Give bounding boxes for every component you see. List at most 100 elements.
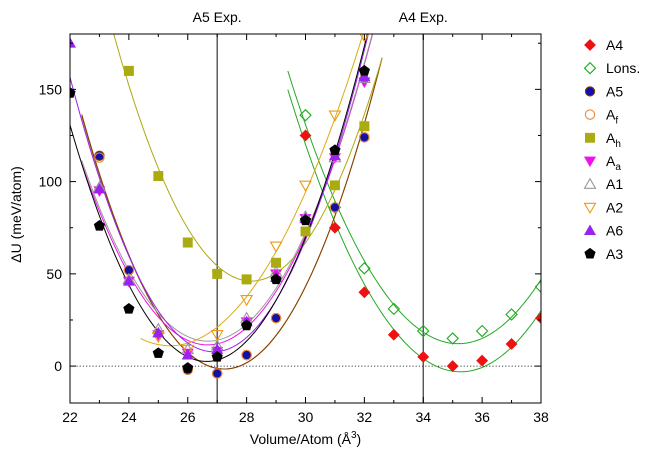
point [152,347,164,358]
y-tick-label: 50 [46,266,62,282]
legend-label: A3 [606,246,623,262]
legend-item: Lons. [583,60,640,76]
x-tick-label: 36 [474,409,490,425]
point [182,362,194,373]
point [241,319,253,331]
x-axis-label-sup: 3 [351,430,357,441]
fit-curve [81,57,383,370]
legend-item: Ah [585,130,621,150]
legend-label-name: A3 [606,246,623,262]
x-axis-label-tail: ) [357,431,362,447]
point [359,132,370,143]
point [299,180,312,192]
plot-area [70,34,541,403]
fit-curve [113,34,383,282]
point [359,34,370,43]
legend-item: Af [584,107,618,127]
point [182,237,193,248]
y-tick-label: 150 [39,81,63,97]
y-tick-label: 100 [39,174,63,190]
legend-label-sub: a [615,162,621,173]
point [299,214,312,226]
point [328,110,342,122]
legend-marker [585,132,595,143]
point [122,275,135,286]
point [358,70,371,81]
legend-label-name: A5 [606,83,623,99]
x-tick-label: 30 [298,409,314,425]
point [329,202,341,213]
legend-item: A5 [584,83,623,99]
point [299,129,312,142]
point [328,149,341,161]
legend-label-sub: h [615,139,621,150]
point [93,182,106,194]
fit-curve [81,57,383,370]
y-axis-label: ΔU (meV/atom) [8,166,24,262]
x-tick-label: 22 [62,409,78,425]
x-axis-label: Volume/Atom (Å3) [250,430,361,447]
point [505,308,518,321]
point [387,328,400,341]
point [300,226,311,237]
fit-curves [70,34,541,373]
x-tick-label: 24 [121,409,137,425]
point [152,326,165,338]
point [387,302,401,316]
point [123,303,135,314]
legend-marker [583,156,597,168]
legend-label-name: A4 [606,37,623,53]
legend-marker [583,61,597,75]
x-axis-label-main: Volume/Atom (Å [250,431,352,447]
annotation-label: A5 Exp. [193,9,242,25]
legend-label-name: A2 [606,199,623,215]
point [212,268,223,279]
legend-marker [583,224,597,236]
point [270,273,282,285]
point [446,332,459,345]
x-tick-label: 28 [239,409,255,425]
point [475,324,489,338]
x-tick-label: 32 [357,409,373,425]
point [269,241,283,253]
point [241,274,252,285]
x-tick-label: 26 [180,409,196,425]
legend-label-sub: f [615,116,618,127]
point [70,87,76,98]
legend-marker [583,202,597,215]
legend-item: Aa [583,153,621,173]
legend-label: Ah [606,130,621,150]
legend-label: Lons. [606,60,640,76]
point [270,312,282,324]
legend-item: A6 [583,223,623,239]
legend-label: A2 [606,199,623,215]
data-points [70,34,541,379]
fit-curve [140,34,364,347]
point [299,108,312,122]
point [417,350,430,363]
point [271,257,282,268]
point [94,152,105,163]
legend-label-name: A [606,130,616,146]
legend-label-name: A [606,153,616,169]
legend-item: A3 [584,246,623,262]
legend-label: Af [606,107,618,127]
point [416,324,430,338]
legend-label-name: A [606,107,616,123]
x-tick-label: 38 [533,409,549,425]
point [534,280,541,294]
legend-item: A1 [583,176,623,192]
point [153,171,164,182]
fit-curve [81,34,373,342]
annotation-label: A4 Exp. [399,9,448,25]
legend-marker [584,86,596,97]
legend-label: A6 [606,223,623,239]
legend-label: A5 [606,83,623,99]
point [358,65,370,76]
point [329,180,340,191]
point [70,37,77,48]
point [446,360,459,373]
legend-marker [584,39,596,51]
